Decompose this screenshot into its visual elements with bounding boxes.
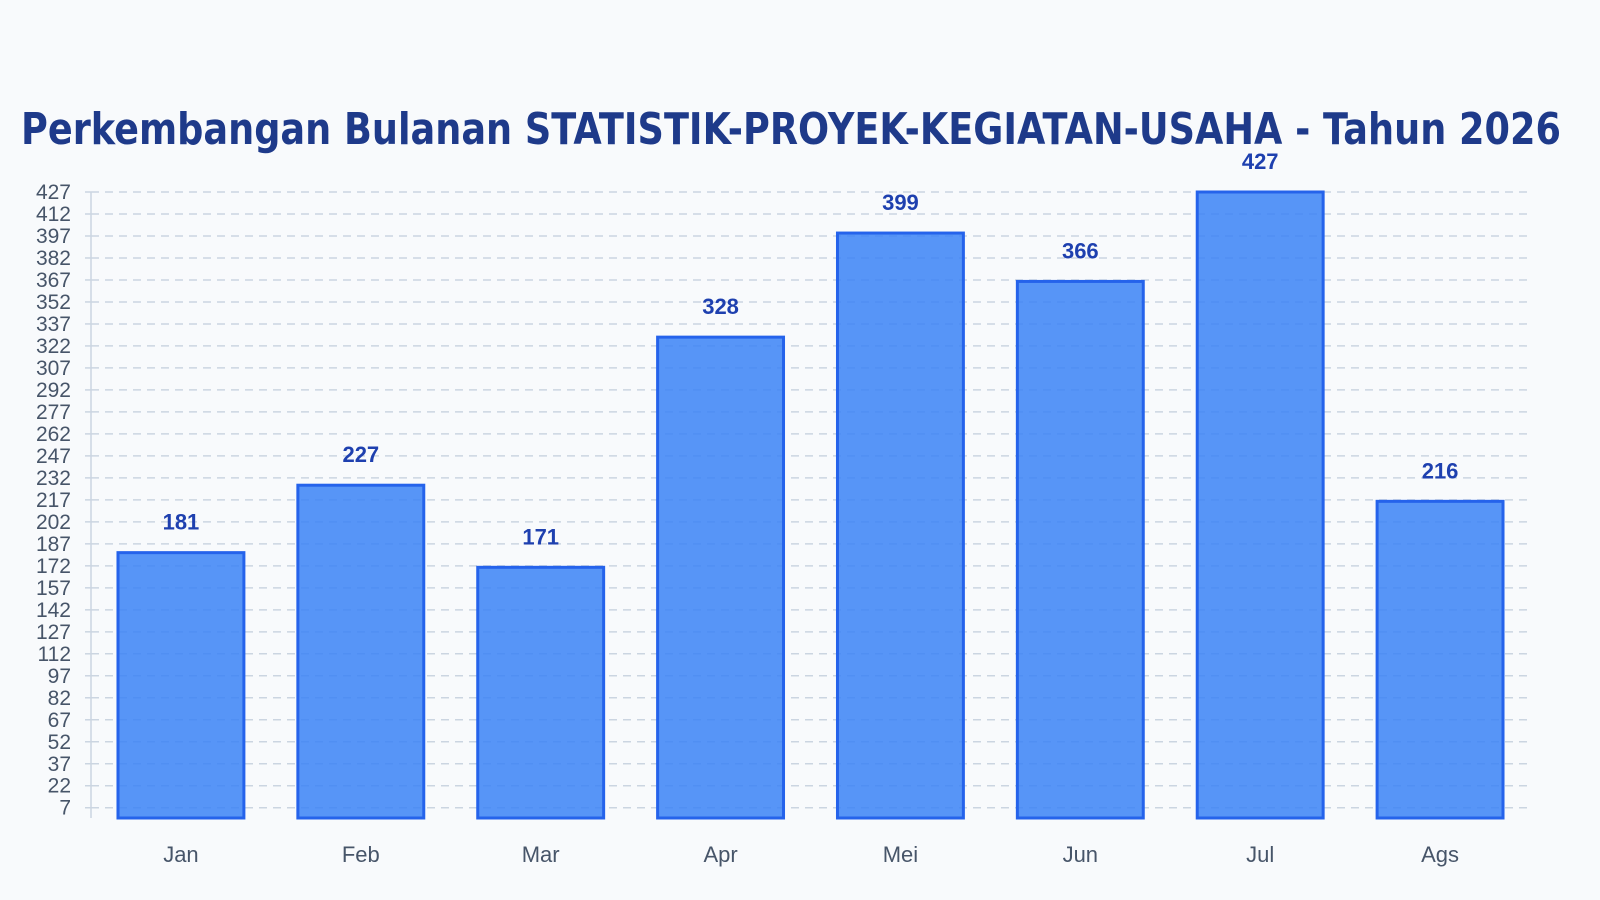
value-label-mei: 399 bbox=[882, 190, 919, 215]
y-tick-label: 367 bbox=[36, 269, 71, 292]
bar-mei bbox=[835, 231, 965, 820]
bar-apr bbox=[656, 335, 786, 820]
value-label-ags: 216 bbox=[1422, 458, 1459, 483]
y-tick-label: 337 bbox=[36, 313, 71, 336]
y-tick-label: 412 bbox=[36, 203, 71, 226]
x-tick-label-feb: Feb bbox=[342, 842, 380, 867]
bar-jun bbox=[1015, 279, 1145, 820]
y-tick-label: 217 bbox=[36, 489, 71, 512]
y-tick-label: 187 bbox=[36, 533, 71, 556]
x-tick-label-mar: Mar bbox=[522, 842, 560, 867]
x-tick-label-mei: Mei bbox=[883, 842, 918, 867]
y-tick-label: 22 bbox=[48, 775, 71, 798]
x-tick-label-apr: Apr bbox=[703, 842, 737, 867]
bar-jan bbox=[116, 551, 246, 820]
value-label-apr: 328 bbox=[702, 294, 739, 319]
y-tick-label: 97 bbox=[48, 665, 71, 688]
bar-mar bbox=[476, 565, 606, 820]
value-label-mar: 171 bbox=[522, 524, 559, 549]
y-tick-label: 202 bbox=[36, 511, 71, 534]
bars bbox=[116, 190, 1505, 820]
y-tick-label: 397 bbox=[36, 225, 71, 248]
y-tick-label: 157 bbox=[36, 577, 71, 600]
y-tick-label: 427 bbox=[36, 181, 71, 204]
bar-ags bbox=[1375, 499, 1505, 820]
y-tick-label: 142 bbox=[36, 599, 71, 622]
value-label-feb: 227 bbox=[342, 442, 379, 467]
x-tick-labels: Jan Feb Mar Apr Mei Jun Jul Ags bbox=[163, 842, 1459, 867]
value-label-jan: 181 bbox=[163, 510, 200, 535]
y-tick-label: 277 bbox=[36, 401, 71, 424]
bar-jul bbox=[1195, 190, 1325, 820]
y-tick-label: 262 bbox=[36, 423, 71, 446]
y-tick-label: 127 bbox=[36, 621, 71, 644]
y-tick-label: 322 bbox=[36, 335, 71, 358]
value-labels: 181 227 171 328 399 366 427 216 bbox=[163, 149, 1459, 549]
y-tick-label: 67 bbox=[48, 709, 71, 732]
y-tick-labels: 7223752678297112127142157172187202217232… bbox=[36, 181, 71, 820]
y-tick-label: 52 bbox=[48, 731, 71, 754]
y-tick-label: 247 bbox=[36, 445, 71, 468]
y-tick-label: 112 bbox=[38, 643, 71, 666]
y-tick-label: 172 bbox=[36, 555, 71, 578]
chart-title: Perkembangan Bulanan STATISTIK-PROYEK-KE… bbox=[21, 104, 1561, 155]
y-tick-label: 292 bbox=[36, 379, 71, 402]
value-label-jul: 427 bbox=[1242, 149, 1279, 174]
x-tick-label-jun: Jun bbox=[1063, 842, 1098, 867]
y-tick-label: 37 bbox=[48, 753, 71, 776]
y-tick-label: 382 bbox=[36, 247, 71, 270]
y-tick-label: 352 bbox=[36, 291, 71, 314]
bar-feb bbox=[296, 483, 426, 820]
x-tick-label-ags: Ags bbox=[1421, 842, 1459, 867]
y-tick-label: 232 bbox=[36, 467, 71, 490]
x-tick-label-jan: Jan bbox=[163, 842, 198, 867]
y-tick-label: 307 bbox=[36, 357, 71, 380]
x-tick-label-jul: Jul bbox=[1246, 842, 1274, 867]
y-tick-label: 7 bbox=[59, 797, 71, 820]
value-label-jun: 366 bbox=[1062, 238, 1099, 263]
y-tick-label: 82 bbox=[48, 687, 71, 710]
